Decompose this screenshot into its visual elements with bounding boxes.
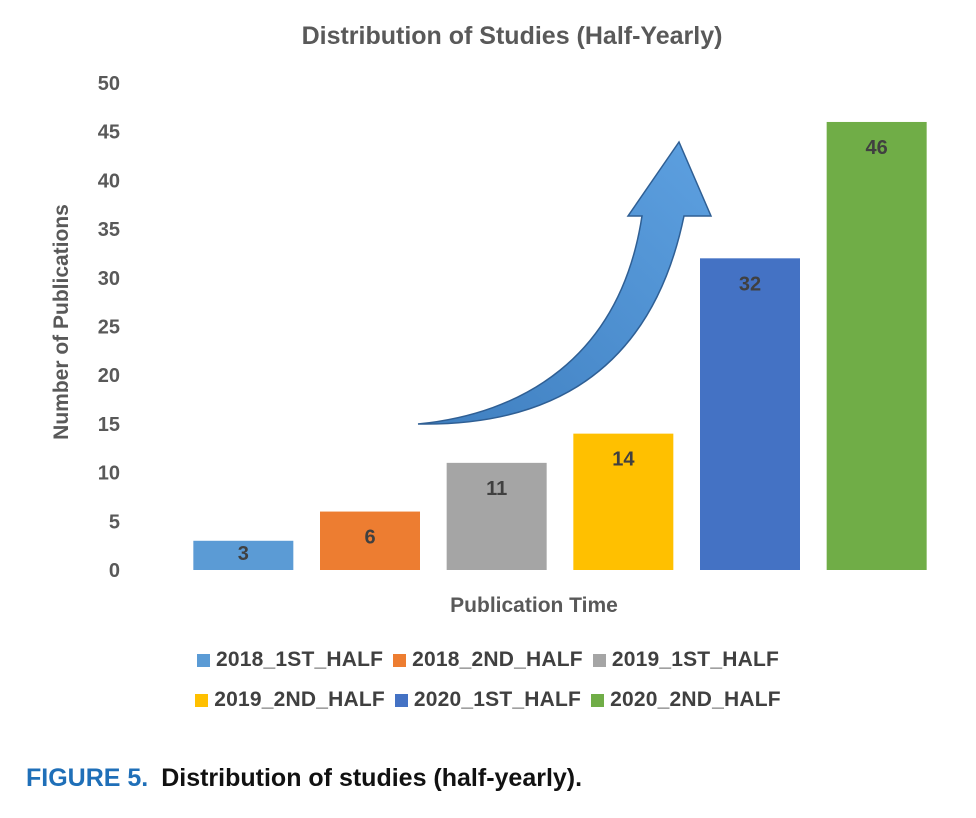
y-tick-label: 5 (109, 511, 120, 533)
bar-value-label: 14 (612, 449, 635, 471)
legend-label: 2020_1ST_HALF (413, 688, 582, 711)
legend-item: 2018_2ND_HALF (393, 648, 583, 672)
chart-title: Distribution of Studies (Half-Yearly) (302, 22, 723, 50)
y-tick-label: 50 (98, 73, 120, 95)
bar (193, 540, 294, 570)
legend-label: 2018_2ND_HALF (412, 648, 583, 671)
caption-label: FIGURE 5. (26, 764, 149, 792)
bar (826, 121, 927, 571)
legend-label: 2018_1ST_HALF (215, 648, 384, 671)
bar (700, 258, 800, 570)
legend-item: 2018_1ST_HALF (196, 648, 384, 672)
bar-value-label: 11 (486, 478, 507, 500)
chart: Distribution of Studies (Half-Yearly) Nu… (0, 22, 976, 712)
legend-row: 2018_1ST_HALF 2018_2ND_HALF 2019_1ST_HALF (0, 648, 976, 672)
legend-label: 2019_2ND_HALF (214, 688, 385, 711)
y-axis-label: Number of Publications (50, 204, 73, 440)
bar (320, 511, 420, 570)
legend-swatch (195, 693, 209, 707)
bar (446, 462, 547, 570)
legend-swatch (196, 653, 210, 667)
y-tick-label: 15 (98, 414, 120, 436)
bar-value-label: 46 (866, 137, 888, 159)
y-tick-label: 0 (109, 560, 120, 582)
figure-caption: FIGURE 5. Distribution of studies (half-… (26, 764, 582, 793)
legend-swatch (394, 693, 408, 707)
bars: 3 6 11 14 32 46 (193, 121, 927, 571)
y-tick-label: 30 (98, 268, 120, 290)
legend-item: 2020_2ND_HALF (591, 688, 781, 712)
y-tick-label: 35 (98, 219, 120, 241)
legend-item: 2019_1ST_HALF (592, 648, 780, 672)
trend-arrow (417, 140, 713, 425)
x-axis-label: Publication Time (450, 594, 618, 617)
bar-value-label: 32 (739, 273, 761, 295)
legend-row: 2019_2ND_HALF 2020_1ST_HALF 2020_2ND_HALF (0, 688, 976, 712)
y-tick-label: 25 (98, 317, 120, 339)
legend-swatch (592, 653, 606, 667)
chart-svg: Distribution of Studies (Half-Yearly) Nu… (50, 22, 927, 617)
bar (573, 433, 674, 570)
y-axis-ticks: 0 5 10 15 20 25 30 35 40 45 50 (98, 73, 120, 582)
y-tick-label: 10 (98, 463, 120, 485)
bar-value-label: 6 (364, 527, 375, 549)
legend-label: 2019_1ST_HALF (611, 648, 780, 671)
y-tick-label: 20 (98, 365, 120, 387)
legend-item: 2020_1ST_HALF (394, 688, 582, 712)
legend-swatch (393, 653, 407, 667)
legend-item: 2019_2ND_HALF (195, 688, 385, 712)
caption-text: Distribution of studies (half-yearly). (161, 764, 583, 792)
legend-label: 2020_2ND_HALF (610, 688, 781, 711)
legend-swatch (591, 693, 605, 707)
bar-value-label: 3 (238, 543, 249, 565)
y-tick-label: 40 (98, 170, 120, 192)
y-tick-label: 45 (98, 122, 120, 144)
